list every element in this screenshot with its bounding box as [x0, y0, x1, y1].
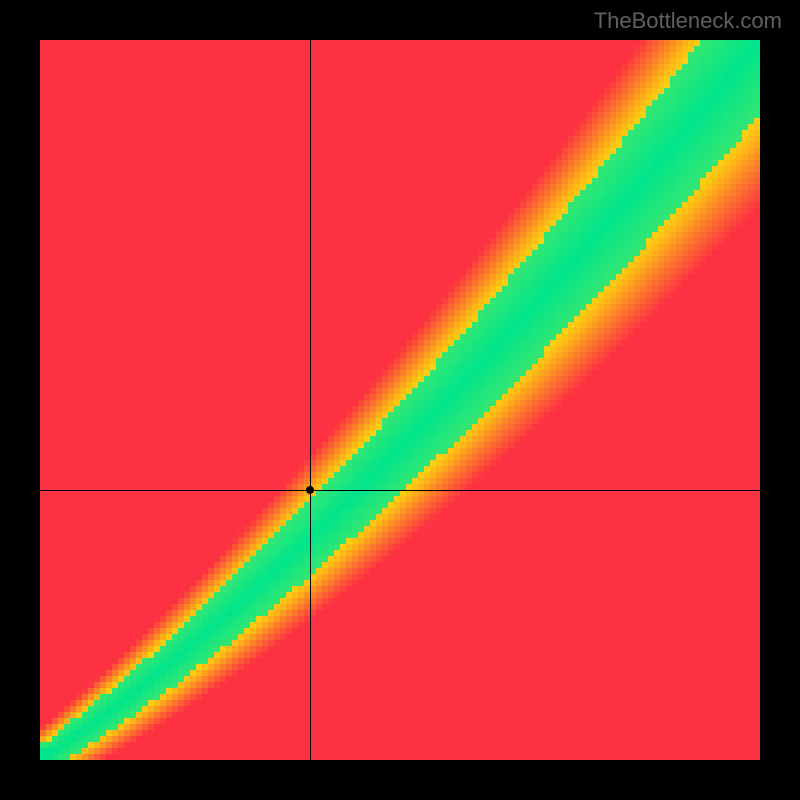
crosshair-horizontal — [40, 490, 760, 491]
crosshair-vertical — [310, 40, 311, 760]
heatmap-plot — [40, 40, 760, 760]
heatmap-canvas — [40, 40, 760, 760]
bottleneck-marker-point — [306, 486, 314, 494]
watermark-text: TheBottleneck.com — [594, 8, 782, 34]
